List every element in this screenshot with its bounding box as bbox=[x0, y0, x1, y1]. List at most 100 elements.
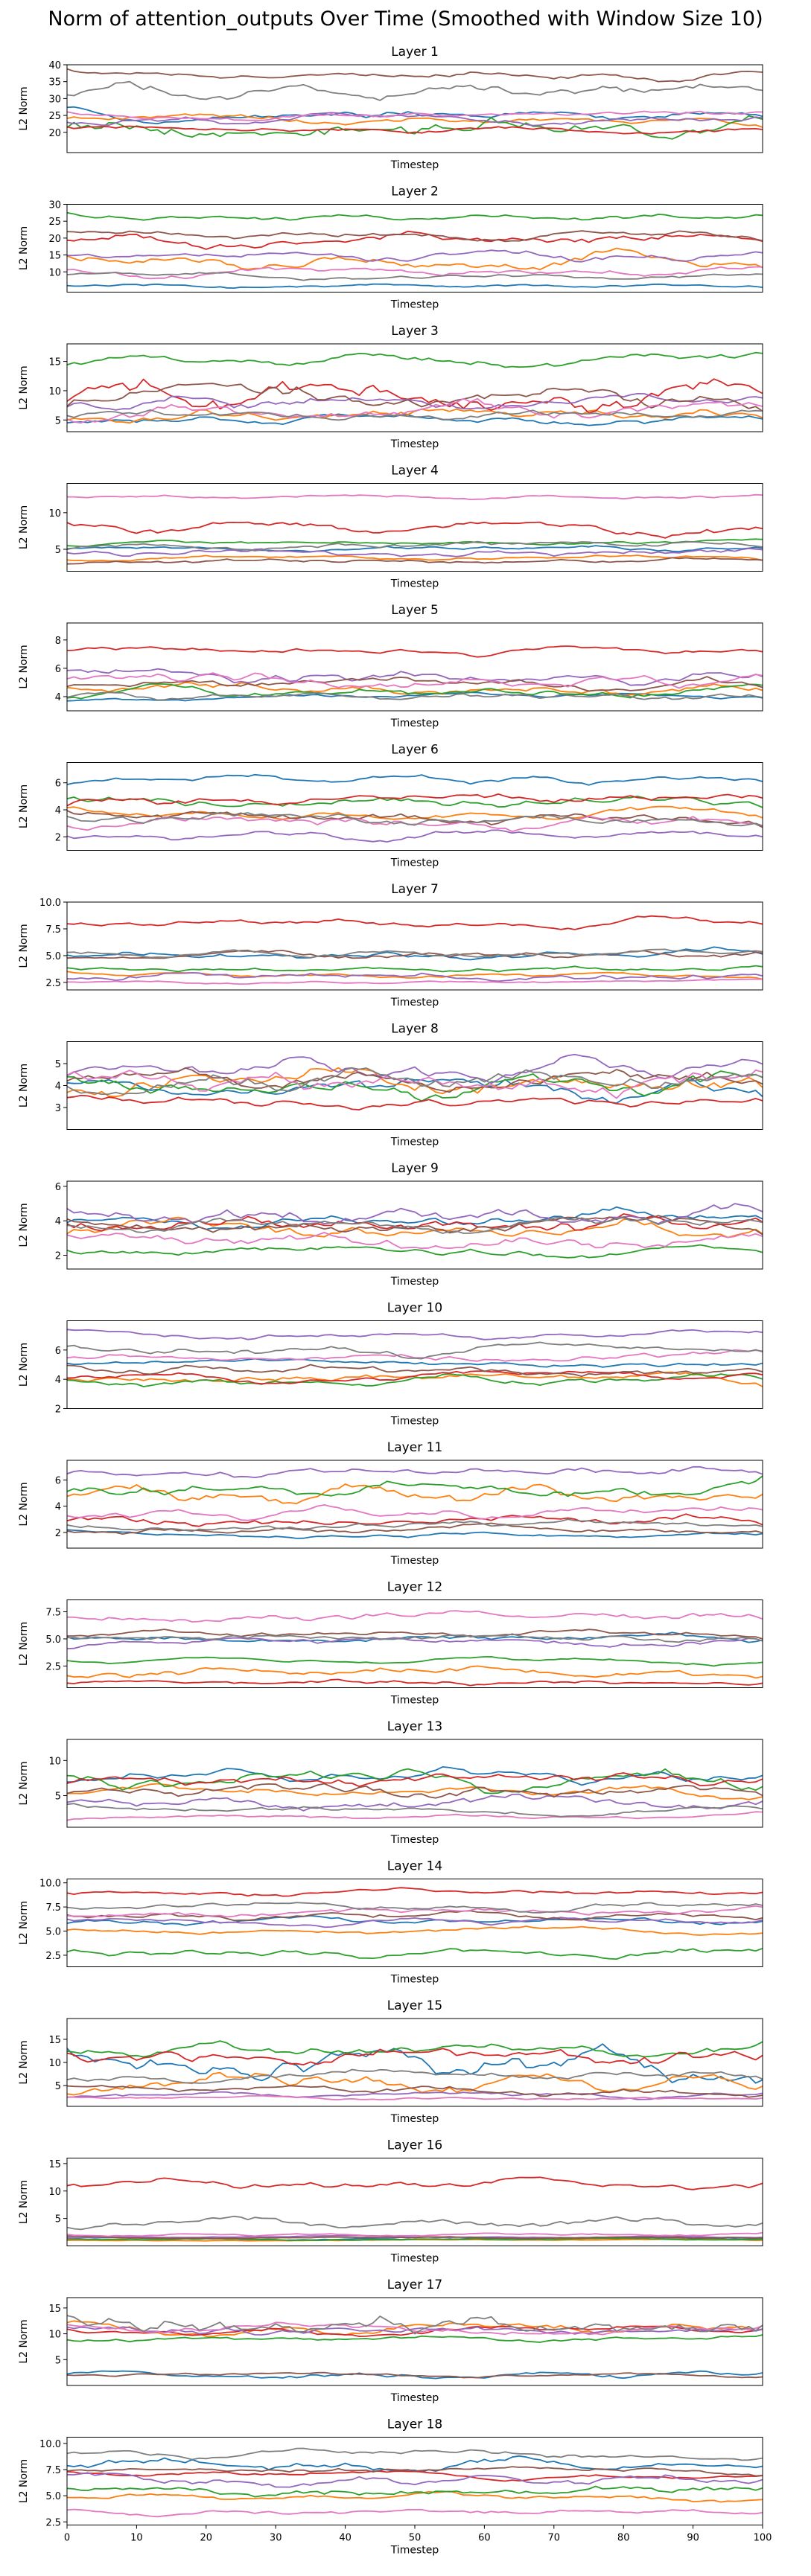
series-line bbox=[67, 1665, 763, 1679]
series-line bbox=[67, 2231, 763, 2237]
series-line bbox=[67, 1655, 763, 1667]
y-tick-label: 6 bbox=[55, 779, 61, 790]
plot-frame bbox=[66, 1879, 763, 1967]
plot-frame bbox=[66, 1180, 763, 1270]
series-line bbox=[67, 1329, 763, 1340]
series-line bbox=[67, 1244, 763, 1259]
y-tick-label: 40 bbox=[48, 60, 61, 71]
x-tick-label: 90 bbox=[687, 2533, 699, 2544]
subplot-title: Layer 14 bbox=[387, 1859, 442, 1874]
series-line bbox=[67, 521, 763, 539]
y-tick-label: 6 bbox=[55, 1346, 61, 1357]
y-tick-label: 15 bbox=[48, 2035, 61, 2046]
x-axis-label: Timestep bbox=[390, 2253, 439, 2265]
y-tick-label: 15 bbox=[48, 251, 61, 262]
series-line bbox=[67, 2234, 763, 2239]
y-tick-label: 4 bbox=[55, 805, 61, 816]
y-tick-label: 10 bbox=[48, 2187, 61, 2198]
y-axis-label: L2 Norm bbox=[18, 1482, 30, 1526]
series-lines bbox=[67, 1610, 763, 1687]
y-axis-label: L2 Norm bbox=[18, 2040, 30, 2084]
subplot-title: Layer 11 bbox=[387, 1440, 442, 1455]
subplot-layer-2: Layer 2 10 15 20 25 30 Timestep L2 Norm bbox=[18, 185, 763, 311]
series-line bbox=[67, 829, 763, 843]
series-line bbox=[67, 1513, 763, 1527]
y-axis-label: L2 Norm bbox=[18, 505, 30, 549]
y-tick-label: 7.5 bbox=[45, 924, 61, 936]
series-line bbox=[67, 793, 763, 807]
series-line bbox=[67, 2215, 763, 2231]
series-line bbox=[67, 2371, 763, 2379]
subplot-title: Layer 13 bbox=[387, 1719, 442, 1734]
series-line bbox=[67, 2048, 763, 2066]
plot-frame bbox=[66, 1460, 763, 1549]
series-line bbox=[67, 1213, 763, 1232]
y-axis-label: L2 Norm bbox=[18, 86, 30, 130]
y-tick-label: 4 bbox=[55, 1375, 61, 1386]
subplot-layer-14: Layer 14 2.5 5.0 7.5 10.0 Timestep L2 Norm bbox=[18, 1859, 763, 1986]
series-line bbox=[67, 1094, 763, 1110]
subplot-layer-11: Layer 11 2 4 6 Timestep L2 Norm bbox=[18, 1440, 763, 1567]
plot-frame bbox=[66, 64, 763, 153]
series-line bbox=[67, 1364, 763, 1378]
y-tick-label: 5 bbox=[55, 1059, 61, 1070]
series-line bbox=[67, 2315, 763, 2335]
series-lines bbox=[67, 2315, 763, 2380]
series-line bbox=[67, 230, 763, 243]
series-line bbox=[67, 683, 763, 700]
series-line bbox=[67, 978, 763, 985]
subplot-title: Layer 8 bbox=[391, 1022, 439, 1037]
series-line bbox=[67, 283, 763, 290]
series-line bbox=[67, 545, 763, 553]
series-line bbox=[67, 2094, 763, 2101]
subplot-layer-15: Layer 15 5 10 15 Timestep L2 Norm bbox=[18, 1998, 763, 2125]
plot-frame bbox=[66, 483, 763, 572]
series-line bbox=[67, 351, 763, 368]
series-line bbox=[67, 2235, 763, 2240]
x-tick-label: 70 bbox=[548, 2533, 561, 2544]
y-tick-label: 5 bbox=[55, 545, 61, 556]
y-tick-label: 5 bbox=[55, 2081, 61, 2092]
series-line bbox=[67, 1947, 763, 1960]
y-tick-label: 6 bbox=[55, 664, 61, 675]
y-tick-label: 20 bbox=[48, 128, 61, 139]
series-line bbox=[67, 1373, 763, 1387]
y-tick-label: 10.0 bbox=[39, 2439, 61, 2450]
y-tick-label: 10 bbox=[48, 1756, 61, 1767]
series-line bbox=[67, 1370, 763, 1384]
y-tick-label: 5 bbox=[55, 1792, 61, 1803]
subplot-title: Layer 1 bbox=[391, 45, 439, 60]
y-axis-label: L2 Norm bbox=[18, 2459, 30, 2503]
series-line bbox=[67, 965, 763, 973]
series-line bbox=[67, 1070, 763, 1102]
series-line bbox=[67, 2466, 763, 2477]
subplot-title: Layer 2 bbox=[391, 185, 439, 199]
y-axis-label: L2 Norm bbox=[18, 1064, 30, 1108]
y-tick-label: 3 bbox=[55, 1103, 61, 1114]
series-line bbox=[67, 409, 763, 421]
x-axis-label: Timestep bbox=[390, 1555, 439, 1567]
x-axis-label: Timestep bbox=[390, 1695, 439, 1707]
series-line bbox=[67, 378, 763, 414]
series-line bbox=[67, 1925, 763, 1936]
subplot-layer-9: Layer 9 2 4 6 Timestep L2 Norm bbox=[18, 1161, 763, 1288]
x-axis-label: Timestep bbox=[390, 2392, 439, 2404]
series-line bbox=[67, 2485, 763, 2498]
series-line bbox=[67, 2470, 763, 2482]
x-axis-label: Timestep bbox=[390, 299, 439, 311]
series-line bbox=[67, 1629, 763, 1640]
series-line bbox=[67, 1902, 763, 1914]
plot-frame bbox=[66, 762, 763, 851]
subplot-layer-10: Layer 10 2 4 6 Timestep L2 Norm bbox=[18, 1301, 763, 1428]
y-tick-label: 2 bbox=[55, 832, 61, 843]
series-line bbox=[67, 1610, 763, 1623]
series-line bbox=[67, 2325, 763, 2338]
y-tick-label: 7.5 bbox=[45, 1902, 61, 1914]
subplot-layer-7: Layer 7 2.5 5.0 7.5 10.0 Timestep L2 Norm bbox=[18, 882, 763, 1009]
subplot-title: Layer 10 bbox=[387, 1301, 442, 1316]
x-tick-label: 50 bbox=[409, 2533, 422, 2544]
series-line bbox=[67, 397, 763, 424]
y-tick-label: 4 bbox=[55, 1081, 61, 1093]
x-axis-label: Timestep bbox=[390, 1834, 439, 1846]
series-line bbox=[67, 1466, 763, 1478]
